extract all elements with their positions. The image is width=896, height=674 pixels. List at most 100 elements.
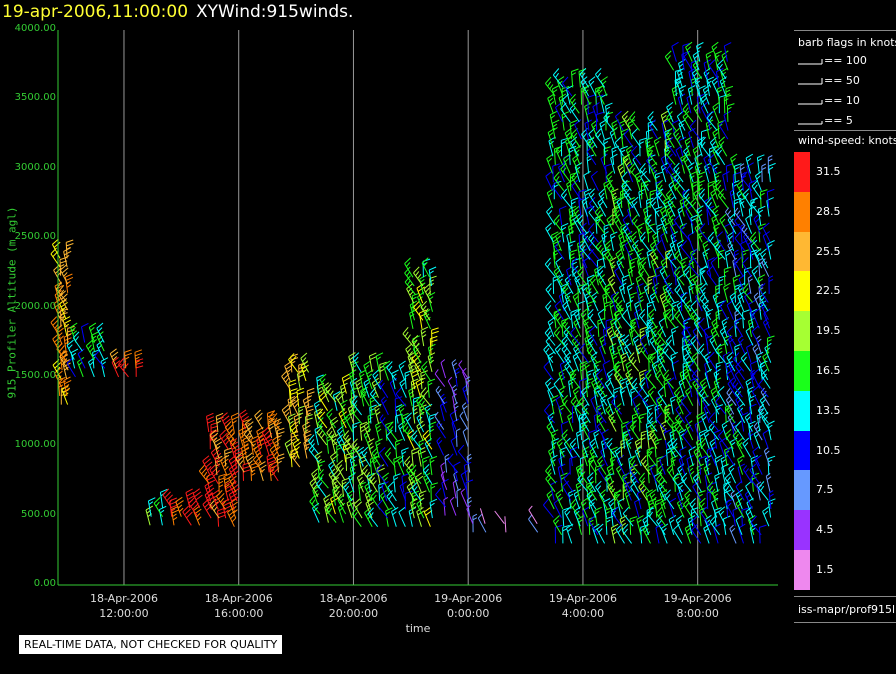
wind-barb (629, 317, 641, 338)
wind-barb (638, 472, 650, 493)
wind-barb (655, 412, 667, 432)
wind-barb (723, 42, 732, 62)
wind-barb (725, 85, 734, 105)
wind-barb (553, 326, 565, 346)
wind-barb (391, 506, 399, 527)
wind-barb (269, 443, 280, 464)
data-source-label: iss-mapr/prof915l (798, 603, 896, 616)
wind-barb (659, 291, 667, 312)
wind-barb (673, 127, 683, 148)
wind-barb (698, 85, 706, 105)
wind-barb (621, 523, 633, 544)
wind-barb (762, 506, 770, 527)
wind-barb (564, 506, 573, 527)
y-tick-label: 3500.00 (14, 92, 56, 104)
wind-barb (732, 274, 741, 294)
wind-barb (691, 67, 700, 88)
speed-color-swatch (794, 311, 810, 351)
wind-barb (423, 283, 433, 304)
wind-barb (465, 479, 474, 499)
wind-barb (649, 119, 659, 140)
wind-barb (767, 420, 775, 441)
wind-barb (565, 85, 574, 105)
wind-barb (634, 497, 642, 518)
wind-barb (602, 326, 611, 346)
wind-barb (672, 472, 684, 493)
wind-barb (366, 369, 374, 390)
wind-barb (684, 523, 693, 544)
speed-color-swatch (794, 152, 810, 192)
wind-barb (758, 377, 769, 398)
wind-barb (657, 386, 668, 406)
wind-barb (546, 420, 556, 441)
wind-barb (395, 387, 407, 407)
wind-barb (748, 205, 757, 226)
wind-barb (699, 223, 710, 243)
wind-barb (697, 179, 705, 200)
wind-barb (568, 222, 576, 243)
wind-barb (583, 170, 591, 191)
wind-barb (706, 481, 718, 501)
wind-barb (708, 420, 720, 441)
wind-barb (352, 421, 360, 441)
wind-barb (584, 334, 592, 355)
wind-barb (761, 163, 767, 183)
wind-barb (626, 162, 634, 183)
wind-barb (153, 497, 164, 517)
wind-barb (664, 489, 675, 510)
wind-barb (553, 497, 562, 518)
wind-barb (696, 205, 704, 226)
wind-barb (611, 119, 619, 140)
wind-barb (653, 136, 662, 157)
wind-barb (571, 179, 582, 200)
wind-barb (703, 523, 711, 544)
wind-barb (393, 473, 401, 493)
wind-barb (617, 162, 625, 183)
wind-barb (409, 309, 417, 330)
wind-barb (646, 507, 655, 527)
wind-barb (261, 426, 273, 447)
wind-barb (569, 102, 580, 123)
wind-barb (636, 282, 644, 303)
wind-barb (646, 154, 657, 174)
wind-barb (321, 382, 330, 403)
wind-barb (412, 404, 420, 424)
wind-barb (759, 394, 769, 415)
wind-barb (696, 42, 704, 62)
wind-barb (547, 351, 555, 372)
wind-barb (614, 110, 624, 131)
wind-barb (556, 274, 565, 295)
wind-barb (756, 412, 765, 432)
wind-barb (680, 257, 688, 277)
wind-barb (611, 395, 622, 415)
wind-barb (616, 463, 625, 484)
y-tick-label: 2500.00 (14, 231, 56, 243)
wind-barb (729, 437, 738, 458)
wind-barb (406, 283, 415, 304)
wind-barb (560, 162, 571, 183)
wind-barb (751, 179, 762, 200)
wind-barb (734, 249, 739, 269)
speed-color-swatch (794, 231, 810, 272)
wind-barb (674, 179, 685, 200)
wind-barb (408, 360, 416, 381)
wind-barb (740, 351, 751, 372)
wind-barb (715, 395, 727, 415)
wind-barb (729, 524, 737, 544)
wind-barb (750, 197, 762, 217)
wind-barb (606, 170, 615, 191)
wind-barb (646, 412, 658, 432)
wind-barb (570, 395, 582, 415)
wind-barb (305, 405, 314, 425)
wind-barb (663, 274, 674, 295)
speed-color-swatch (794, 470, 810, 511)
wind-barb (549, 110, 558, 131)
wind-barb (436, 436, 445, 456)
wind-barb (569, 249, 578, 269)
wind-barb (707, 257, 715, 277)
wind-barb (353, 498, 363, 519)
wind-barb (574, 119, 582, 140)
wind-barb (551, 85, 560, 105)
wind-barb (714, 454, 723, 475)
wind-barb (740, 412, 749, 432)
